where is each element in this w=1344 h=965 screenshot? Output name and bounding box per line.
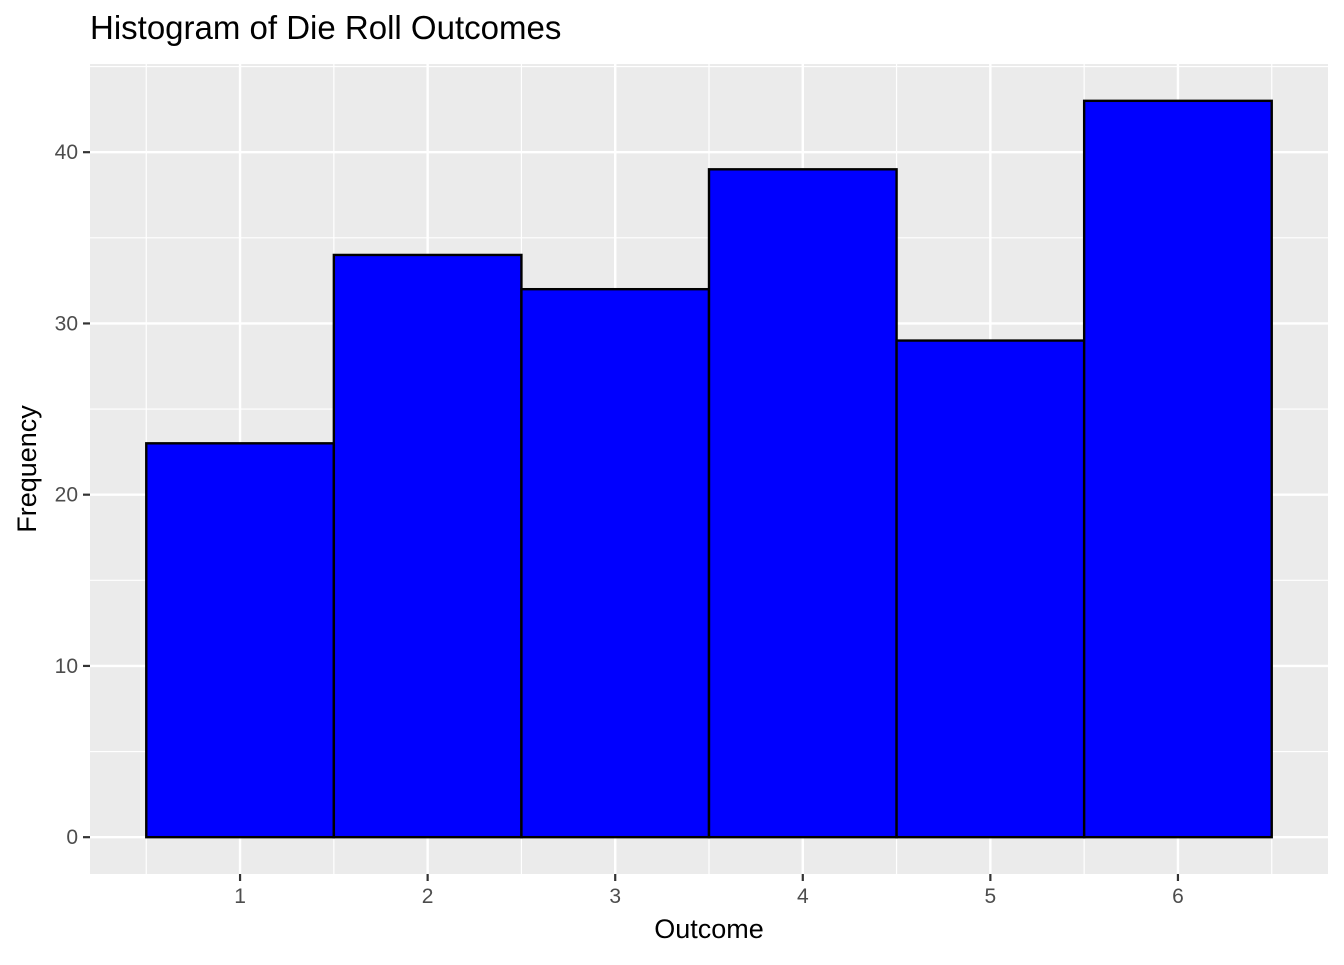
chart-title: Histogram of Die Roll Outcomes [90, 9, 561, 46]
y-tick-label: 0 [66, 826, 78, 849]
x-axis: 1 2 3 4 5 6 [234, 874, 1184, 908]
y-tick-label: 30 [55, 312, 78, 335]
y-axis: 0 10 20 30 40 [55, 141, 90, 849]
x-tick-label: 5 [985, 885, 997, 908]
x-tick-label: 6 [1172, 885, 1184, 908]
bar-outcome-1 [145, 442, 336, 839]
x-tick-label: 1 [234, 885, 246, 908]
x-axis-title: Outcome [654, 914, 764, 944]
y-tick-label: 10 [55, 655, 78, 678]
bar-outcome-3 [520, 287, 711, 839]
x-tick-label: 4 [797, 885, 809, 908]
x-tick-label: 3 [609, 885, 621, 908]
bar-outcome-6 [1082, 99, 1273, 839]
bar-outcome-5 [895, 339, 1086, 839]
y-axis-title: Frequency [12, 405, 42, 533]
bar-outcome-4 [707, 168, 898, 839]
y-tick-label: 20 [55, 484, 78, 507]
histogram-bars [145, 99, 1273, 839]
bar-outcome-2 [332, 253, 523, 839]
x-tick-label: 2 [422, 885, 434, 908]
y-tick-label: 40 [55, 141, 78, 164]
